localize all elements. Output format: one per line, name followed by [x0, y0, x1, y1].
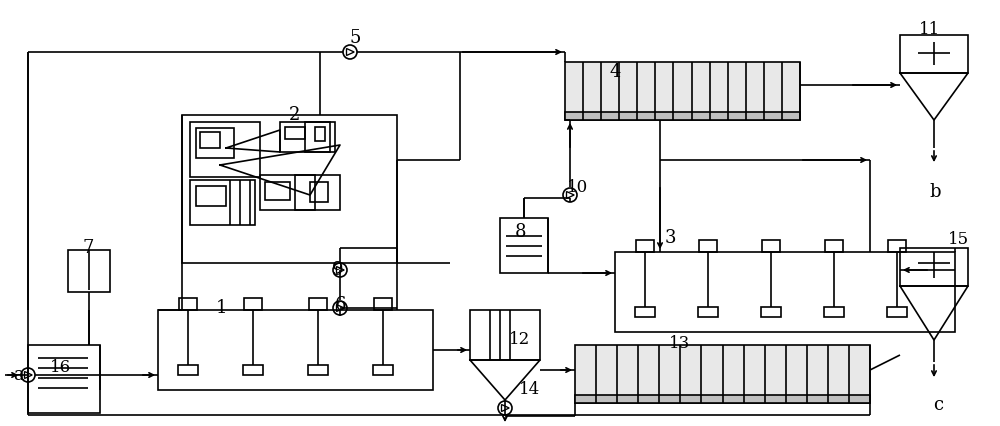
Bar: [280, 122, 335, 152]
Bar: [243, 365, 263, 375]
Text: a: a: [13, 366, 23, 384]
Bar: [699, 240, 717, 252]
Bar: [158, 310, 433, 390]
Text: 11: 11: [919, 21, 941, 38]
Text: 16: 16: [49, 360, 71, 377]
Bar: [824, 307, 844, 317]
Bar: [196, 186, 226, 206]
Bar: [762, 240, 780, 252]
Bar: [888, 240, 906, 252]
Bar: [295, 175, 340, 210]
Bar: [190, 180, 255, 225]
Text: 5: 5: [349, 29, 361, 47]
Bar: [761, 307, 781, 317]
Text: 10: 10: [567, 179, 589, 196]
Bar: [310, 182, 328, 202]
Bar: [565, 112, 800, 120]
Bar: [900, 248, 968, 286]
Text: 13: 13: [669, 334, 691, 351]
Text: 3: 3: [664, 229, 676, 247]
Text: 7: 7: [82, 239, 94, 257]
Bar: [260, 175, 315, 210]
Bar: [305, 122, 330, 152]
Bar: [825, 240, 843, 252]
Bar: [615, 252, 955, 332]
Bar: [698, 307, 718, 317]
Bar: [575, 345, 870, 403]
Bar: [470, 310, 540, 360]
Bar: [196, 128, 234, 158]
Bar: [68, 250, 110, 292]
Bar: [887, 307, 907, 317]
Text: 8: 8: [514, 223, 526, 241]
Bar: [182, 115, 397, 263]
Bar: [500, 218, 548, 273]
Bar: [28, 345, 100, 413]
Text: 2: 2: [289, 106, 301, 124]
Bar: [309, 298, 327, 310]
Bar: [190, 122, 260, 177]
Bar: [265, 182, 290, 200]
Text: 6: 6: [334, 296, 346, 314]
Text: 14: 14: [519, 382, 541, 398]
Bar: [200, 132, 220, 148]
Bar: [374, 298, 392, 310]
Bar: [635, 307, 655, 317]
Text: 1: 1: [216, 299, 228, 317]
Text: 12: 12: [509, 331, 531, 348]
Bar: [373, 365, 393, 375]
Bar: [178, 365, 198, 375]
Bar: [308, 365, 328, 375]
Bar: [244, 298, 262, 310]
Bar: [285, 127, 305, 139]
Text: b: b: [929, 183, 941, 201]
Text: c: c: [933, 396, 943, 414]
Bar: [565, 62, 800, 120]
Bar: [575, 395, 870, 403]
Bar: [900, 35, 968, 73]
Bar: [315, 127, 325, 141]
Text: 4: 4: [609, 63, 621, 81]
Bar: [636, 240, 654, 252]
Text: 9: 9: [332, 261, 344, 279]
Bar: [179, 298, 197, 310]
Text: 15: 15: [947, 231, 969, 248]
